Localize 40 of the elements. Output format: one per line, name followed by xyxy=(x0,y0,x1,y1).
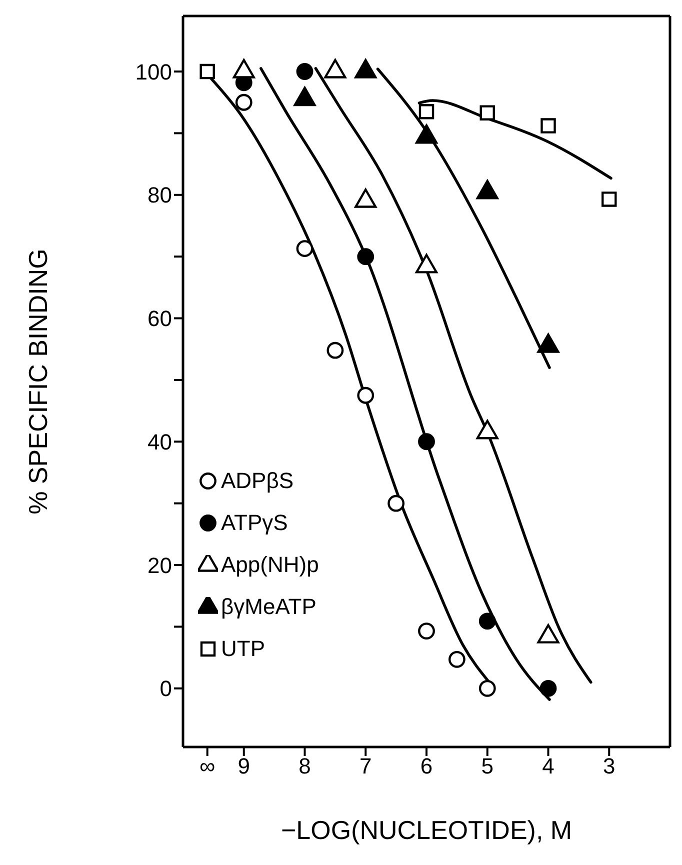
point xyxy=(296,240,314,258)
point xyxy=(296,63,314,80)
point xyxy=(448,650,466,668)
x-tick-label: 6 xyxy=(420,754,433,779)
x-tick-label: ∞ xyxy=(200,754,216,779)
legend-label: UTP xyxy=(221,635,265,663)
y-tick-label: 0 xyxy=(160,676,172,702)
point xyxy=(540,118,556,134)
legend-label: ADPβS xyxy=(221,467,294,495)
point xyxy=(326,342,344,359)
point xyxy=(235,94,252,111)
point xyxy=(388,494,405,512)
x-axis-title: −LOG(NUCLEOTIDE), M xyxy=(280,815,572,845)
point xyxy=(478,680,496,697)
point xyxy=(480,105,495,120)
x-tick-label: 4 xyxy=(542,754,554,779)
y-tick-label: 40 xyxy=(148,429,172,454)
x-tick-label: 5 xyxy=(481,754,494,779)
x-tick-label: 9 xyxy=(238,754,250,779)
y-axis-title: % SPECIFIC BINDING xyxy=(23,248,54,514)
y-tick-label: 20 xyxy=(148,552,172,578)
legend-label: ATPγS xyxy=(221,509,288,537)
point xyxy=(418,104,434,120)
point xyxy=(540,680,557,697)
point xyxy=(200,64,215,80)
point xyxy=(602,192,617,207)
point xyxy=(418,433,435,450)
x-tick-label: 8 xyxy=(298,754,311,779)
legend-label: βγMeATP xyxy=(221,593,316,621)
point xyxy=(357,248,374,266)
point xyxy=(357,386,374,404)
y-tick-label: 80 xyxy=(148,182,172,208)
line-series xyxy=(418,99,612,180)
x-tick-label: 7 xyxy=(360,754,372,779)
legend-label: App(NH)p xyxy=(221,551,319,579)
y-tick-label: 100 xyxy=(135,59,172,84)
point xyxy=(418,622,435,640)
point xyxy=(478,612,496,630)
y-tick-label: 60 xyxy=(148,306,172,332)
x-tick-label: 3 xyxy=(603,754,616,779)
